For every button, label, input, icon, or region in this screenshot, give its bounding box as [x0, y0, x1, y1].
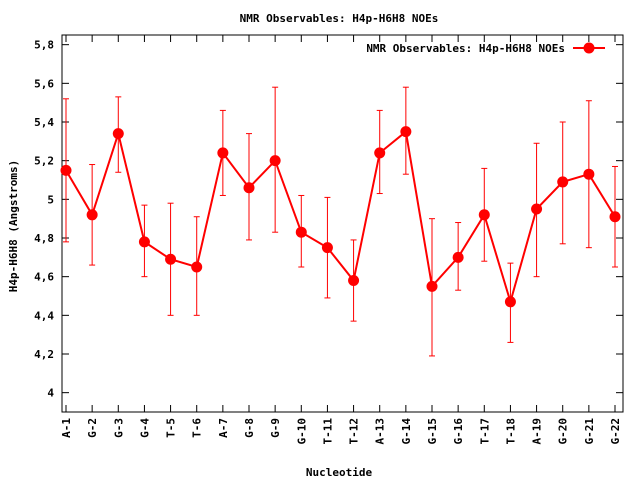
data-point	[138, 236, 150, 248]
data-point	[400, 126, 412, 138]
axes: 4 4,2 4,4 4,6 4,8 5 5,2 5,4 5,6 5,8 A-1 G-2 G-3 G-4 T-…	[34, 34, 624, 445]
x-tick-label: G-2	[86, 418, 99, 438]
data-point	[452, 251, 464, 263]
x-tick-label: G-20	[557, 418, 570, 445]
x-tick-label: G-21	[583, 418, 596, 445]
legend-label: NMR Observables: H4p-H6H8 NOEs	[366, 42, 565, 55]
x-tick-label: T-18	[504, 418, 517, 445]
y-tick-label: 5,2	[34, 155, 54, 168]
data-point	[478, 209, 490, 221]
x-tick-label: T-11	[321, 418, 334, 445]
chart-title: NMR Observables: H4p-H6H8 NOEs	[240, 12, 439, 25]
y-tick-label: 4,8	[34, 232, 54, 245]
data-point	[112, 128, 124, 140]
x-tick-label: T-12	[348, 418, 361, 445]
data-point	[348, 275, 360, 287]
data-point	[217, 147, 229, 159]
y-tick-label: 4,4	[34, 309, 54, 322]
x-tick-label: A-19	[531, 418, 544, 445]
y-tick-label: 5	[47, 193, 54, 206]
series-line	[65, 129, 616, 306]
legend: NMR Observables: H4p-H6H8 NOEs	[366, 42, 605, 55]
x-tick-label: A-1	[60, 418, 73, 438]
data-point	[165, 253, 177, 265]
data-point	[269, 155, 281, 167]
x-tick-label: G-4	[138, 418, 151, 438]
x-tick-label: G-16	[452, 418, 465, 445]
data-point	[557, 176, 569, 188]
data-point	[426, 280, 438, 292]
data-point	[191, 261, 203, 273]
x-tick-label: G-3	[112, 418, 125, 438]
y-axis-label: H4p-H6H8 (Angstroms)	[7, 160, 20, 292]
y-tick-label: 5,4	[34, 116, 54, 129]
x-tick-label: G-14	[400, 418, 413, 445]
y-tick-label: 5,8	[34, 39, 54, 52]
x-tick-label: A-7	[217, 418, 230, 438]
x-tick-label: G-15	[426, 418, 439, 445]
data-point	[609, 211, 621, 223]
legend-marker	[583, 42, 595, 54]
data-point	[86, 209, 98, 221]
data-point	[243, 182, 255, 194]
x-tick-label: T-6	[191, 418, 204, 438]
x-tick-label: T-5	[165, 418, 178, 438]
data-point	[583, 168, 595, 180]
data-point	[321, 242, 333, 254]
x-tick-label: T-17	[478, 418, 491, 445]
data-point	[504, 296, 516, 308]
x-tick-label: G-22	[609, 418, 622, 445]
y-tick-label: 5,6	[34, 77, 54, 90]
series-marks	[60, 86, 621, 357]
y-tick-label: 4	[47, 387, 54, 400]
data-point	[295, 226, 307, 238]
x-axis-label: Nucleotide	[306, 466, 373, 479]
x-tick-label: G-8	[243, 418, 256, 438]
data-point	[60, 164, 72, 176]
x-tick-label: A-13	[374, 418, 387, 445]
data-point	[531, 203, 543, 215]
plot-frame	[61, 34, 624, 413]
x-tick-label: G-10	[295, 418, 308, 445]
y-tick-label: 4,6	[34, 271, 54, 284]
data-point	[374, 147, 386, 159]
x-tick-label: G-9	[269, 418, 282, 438]
y-tick-label: 4,2	[34, 348, 54, 361]
